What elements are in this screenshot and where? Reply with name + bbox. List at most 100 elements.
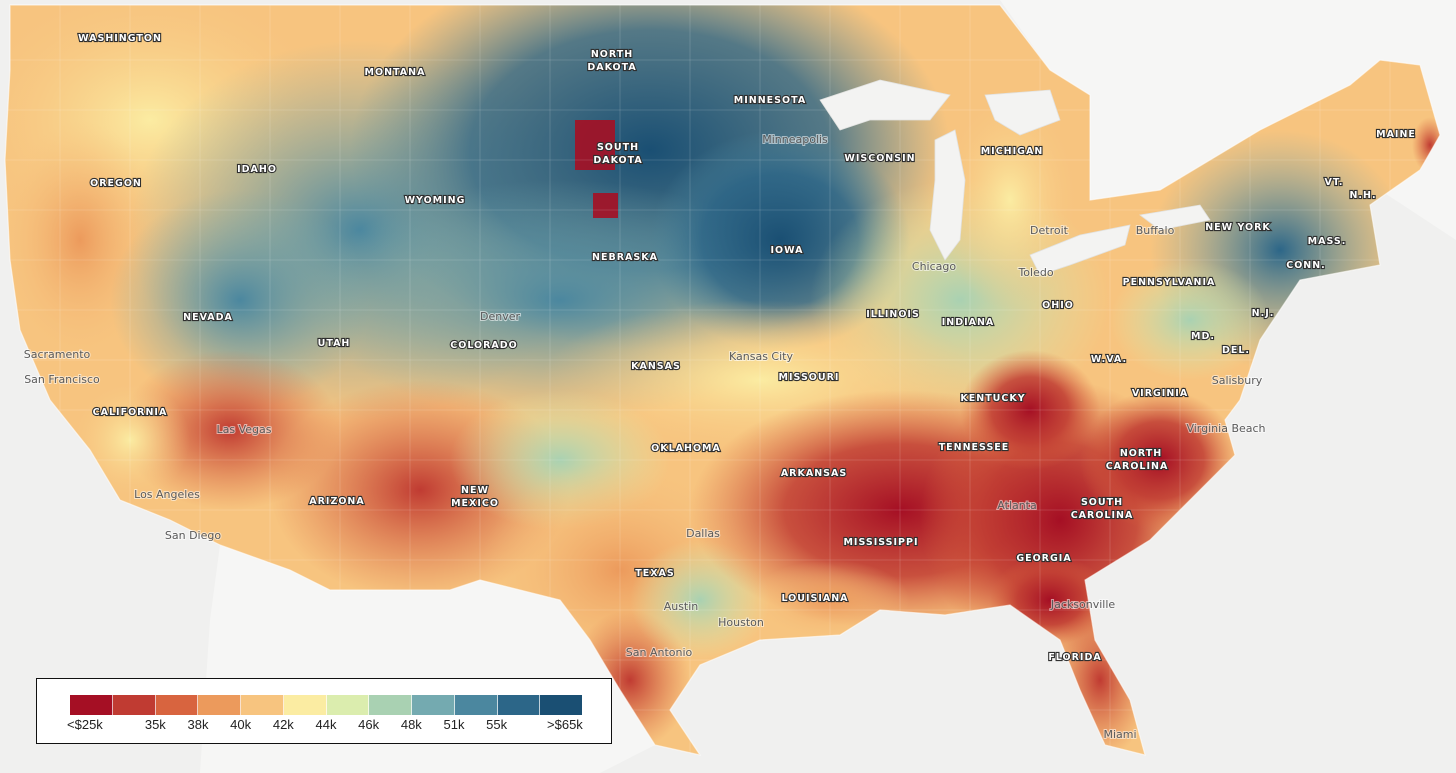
state-label: DEL. — [1222, 345, 1250, 356]
state-label: MEXICO — [451, 498, 499, 509]
legend-tick-label: 46k — [358, 717, 380, 732]
city-label: Minneapolis — [762, 133, 828, 146]
city-label: Sacramento — [24, 348, 91, 361]
city-label: Kansas City — [729, 350, 793, 363]
state-label: MONTANA — [365, 67, 426, 78]
legend-swatch — [241, 695, 284, 715]
state-label: MD. — [1191, 331, 1215, 342]
state-label: MISSISSIPPI — [843, 537, 918, 548]
city-label: Denver — [480, 310, 520, 323]
city-label: Miami — [1103, 728, 1136, 741]
state-label: WISCONSIN — [844, 153, 915, 164]
state-label: ILLINOIS — [866, 309, 920, 320]
city-label: San Francisco — [24, 373, 100, 386]
state-label: ARKANSAS — [781, 468, 847, 479]
state-label: MISSOURI — [779, 372, 840, 383]
city-labels: Minneapolis Detroit Buffalo Chicago Toledo De… — [23, 132, 1267, 742]
state-label: COLORADO — [450, 340, 517, 351]
state-label: W.VA. — [1091, 354, 1127, 365]
state-label: CONN. — [1286, 260, 1326, 271]
state-label: TENNESSEE — [939, 442, 1010, 453]
state-label: MAINE — [1376, 129, 1416, 140]
state-label: SOUTH — [597, 142, 639, 153]
state-label: OKLAHOMA — [651, 443, 721, 454]
legend-tick-label: 38k — [187, 717, 209, 732]
legend-swatch — [326, 695, 370, 715]
legend-swatch — [283, 695, 327, 715]
city-label: Virginia Beach — [1186, 422, 1265, 435]
great-lakes — [819, 79, 1211, 276]
city-label: Jacksonville — [1050, 598, 1116, 611]
legend-tick-label: 35k — [144, 717, 166, 732]
legend-swatch — [112, 695, 156, 715]
legend-tick-label: 51k — [443, 717, 465, 732]
state-label: MICHIGAN — [981, 146, 1044, 157]
state-label: PENNSYLVANIA — [1123, 277, 1216, 288]
city-label: San Antonio — [626, 646, 693, 659]
state-label: UTAH — [318, 338, 351, 349]
state-label: CAROLINA — [1106, 461, 1169, 472]
city-label: San Diego — [165, 529, 221, 542]
state-label: SOUTH — [1081, 497, 1123, 508]
state-labels: WASHINGTON MONTANA NORTH DAKOTA MINNESOTA ORE… — [77, 32, 1416, 664]
legend-tick-label: 48k — [400, 717, 422, 732]
legend-color-bar — [70, 695, 582, 715]
state-label: CALIFORNIA — [93, 407, 168, 418]
state-label: NEW — [461, 485, 489, 496]
state-label: NEBRASKA — [592, 252, 658, 263]
state-label: LOUISIANA — [781, 593, 848, 604]
city-label: Salisbury — [1212, 374, 1263, 387]
state-label: INDIANA — [942, 317, 995, 328]
legend-tick-label: >$65k — [547, 717, 583, 732]
state-label: FLORIDA — [1048, 652, 1101, 663]
state-label: TEXAS — [635, 568, 675, 579]
legend-swatch — [412, 695, 455, 715]
legend-swatch — [540, 695, 582, 715]
state-label: ARIZONA — [309, 496, 364, 507]
legend-swatch — [70, 695, 113, 715]
city-label: Houston — [718, 616, 764, 629]
legend-swatch — [198, 695, 241, 715]
city-label: Atlanta — [997, 499, 1036, 512]
state-label: OREGON — [90, 178, 142, 189]
legend-tick-label: 55k — [486, 717, 508, 732]
state-label: CAROLINA — [1071, 510, 1134, 521]
state-label: NORTH — [591, 49, 633, 60]
income-legend: <$25k 35k 38k 40k 42k 44k 46k 48k 51k 55k >$65k — [36, 678, 612, 744]
city-label: Toledo — [1017, 266, 1053, 279]
legend-swatch — [155, 695, 199, 715]
state-label: WYOMING — [405, 195, 466, 206]
legend-tick-label: <$25k — [67, 717, 103, 732]
city-label: Dallas — [686, 527, 720, 540]
state-label: IDAHO — [237, 164, 277, 175]
state-label: N.H. — [1349, 190, 1376, 201]
legend-swatch — [497, 695, 541, 715]
state-label: VT. — [1325, 177, 1344, 188]
state-label: MASS. — [1308, 236, 1347, 247]
state-label: OHIO — [1042, 300, 1074, 311]
city-label: Austin — [664, 600, 699, 613]
legend-swatch — [454, 695, 498, 715]
state-label: N.J. — [1252, 308, 1275, 319]
legend-swatch — [369, 695, 412, 715]
state-label: KENTUCKY — [960, 393, 1025, 404]
city-label: Los Angeles — [134, 488, 200, 501]
state-label: NEW YORK — [1205, 222, 1271, 233]
city-label: Detroit — [1030, 224, 1069, 237]
state-label: NEVADA — [183, 312, 233, 323]
state-label: MINNESOTA — [734, 95, 806, 106]
legend-tick-labels: <$25k 35k 38k 40k 42k 44k 46k 48k 51k 55k >$65k — [37, 717, 611, 737]
city-label: Buffalo — [1136, 224, 1175, 237]
legend-tick-label: 44k — [315, 717, 337, 732]
legend-tick-label: 40k — [230, 717, 252, 732]
state-label: IOWA — [770, 245, 803, 256]
legend-tick-label: 42k — [272, 717, 294, 732]
state-label: KANSAS — [631, 361, 681, 372]
state-label: WASHINGTON — [78, 33, 162, 44]
city-label: Chicago — [912, 260, 956, 273]
state-label: DAKOTA — [587, 62, 636, 73]
state-label: VIRGINIA — [1132, 388, 1188, 399]
state-label: DAKOTA — [593, 155, 642, 166]
